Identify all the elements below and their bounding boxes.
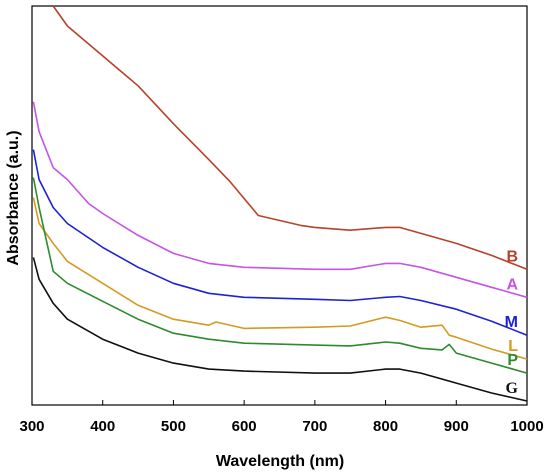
plot-frame (31, 5, 528, 406)
series-label-G: G (506, 380, 519, 397)
series-line-A (32, 101, 528, 299)
plot-border (31, 5, 528, 406)
series-label-M: M (505, 314, 518, 331)
series-label-L: L (508, 338, 518, 355)
x-axis: 300 400 500 600 700 800 900 1000 (19, 400, 544, 435)
x-axis-title: Wavelength (nm) (216, 453, 344, 470)
x-tick-label: 400 (90, 418, 115, 435)
series-line-B (52, 5, 528, 271)
y-axis-title: Absorbance (a.u.) (5, 130, 22, 265)
x-tick-label: 500 (161, 418, 186, 435)
series-label-B: B (506, 248, 518, 265)
x-tick-label: 800 (373, 418, 398, 435)
series-line-L (32, 197, 528, 360)
series-line-P (32, 177, 528, 374)
series-line-M (32, 149, 528, 336)
series-label-A: A (506, 276, 518, 293)
series-line-G (32, 257, 528, 402)
x-tick-label: 300 (19, 418, 44, 435)
x-tick-label: 700 (302, 418, 327, 435)
x-tick-label: 1000 (510, 418, 543, 435)
x-tick-label: 600 (232, 418, 257, 435)
x-tick-label: 900 (444, 418, 469, 435)
series-label-P: P (507, 352, 518, 369)
series-layer (32, 5, 528, 402)
